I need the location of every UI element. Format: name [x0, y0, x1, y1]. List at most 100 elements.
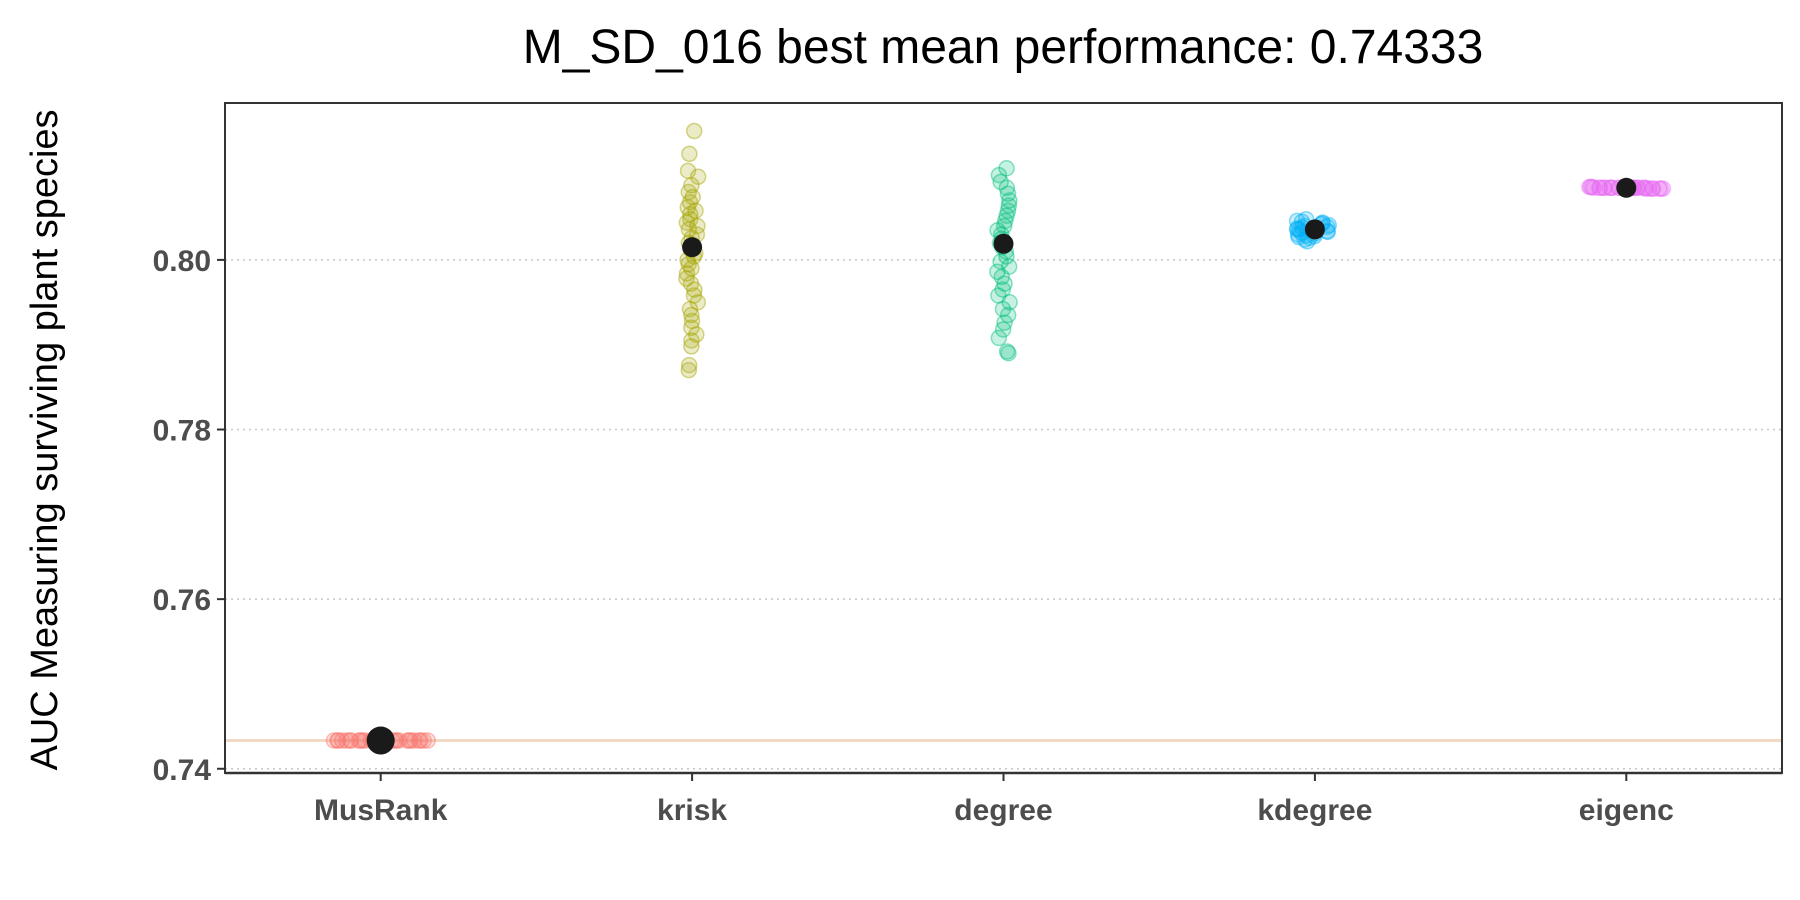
data-point-degree — [994, 281, 1012, 298]
y-tick-label: 0.76 — [153, 584, 211, 617]
data-point-eigenc — [1583, 178, 1601, 196]
data-point-degree — [994, 321, 1012, 338]
data-point-degree — [995, 217, 1013, 235]
data-point-degree — [990, 166, 1008, 184]
data-point-degree — [996, 275, 1013, 292]
data-point-musrank — [419, 732, 436, 749]
data-point-krisk — [685, 122, 703, 140]
data-point-krisk — [686, 281, 703, 298]
data-point-krisk — [683, 306, 700, 324]
data-point-eigenc — [1595, 179, 1613, 197]
data-point-krisk — [680, 255, 697, 273]
chart-title: M_SD_016 best mean performance: 0.74333 — [523, 21, 1484, 74]
data-point-degree — [992, 253, 1009, 270]
data-point-eigenc — [1591, 179, 1609, 197]
data-point-krisk — [683, 312, 701, 330]
data-point-krisk — [678, 265, 696, 282]
data-point-krisk — [682, 275, 700, 292]
data-point-krisk — [683, 177, 700, 194]
data-point-kdegree — [1288, 212, 1306, 230]
data-point-eigenc — [1652, 180, 1669, 197]
y-tick-label: 0.78 — [153, 415, 211, 448]
data-point-krisk — [683, 260, 700, 277]
data-point-degree — [999, 185, 1017, 202]
data-point-degree — [999, 306, 1017, 324]
data-point-krisk — [681, 300, 699, 318]
data-point-musrank — [399, 732, 416, 749]
data-point-krisk — [680, 183, 698, 201]
data-point-degree — [999, 202, 1017, 219]
data-point-musrank — [350, 732, 368, 749]
data-point-degree — [1001, 192, 1018, 209]
data-point-krisk — [678, 270, 695, 287]
data-point-krisk — [681, 145, 698, 163]
data-point-krisk — [684, 188, 701, 206]
data-point-degree — [998, 160, 1015, 177]
data-point-musrank — [333, 732, 351, 749]
data-point-degree — [1000, 344, 1017, 362]
mean-marker-kdegree — [1304, 219, 1325, 240]
data-point-krisk — [687, 202, 704, 219]
mean-marker-musrank — [366, 726, 395, 755]
data-point-degree — [1001, 294, 1018, 311]
data-point-eigenc — [1654, 180, 1672, 197]
y-tick-label: 0.74 — [153, 754, 212, 787]
data-point-degree — [998, 343, 1016, 360]
data-point-krisk — [683, 319, 700, 336]
mean-marker-degree — [993, 233, 1014, 254]
data-point-eigenc — [1582, 178, 1599, 196]
data-point-musrank — [400, 732, 418, 749]
data-point-eigenc — [1585, 179, 1602, 197]
data-point-eigenc — [1644, 180, 1662, 197]
data-point-degree — [1000, 258, 1018, 275]
data-point-degree — [989, 263, 1006, 281]
data-point-krisk — [681, 193, 699, 211]
data-point-degree — [1000, 197, 1018, 214]
data-point-krisk — [682, 205, 699, 223]
data-point-eigenc — [1637, 179, 1654, 197]
data-point-eigenc — [1596, 179, 1613, 197]
data-point-musrank — [412, 732, 429, 749]
data-point-krisk — [680, 356, 698, 374]
data-point-degree — [998, 179, 1016, 197]
data-point-krisk — [683, 338, 700, 355]
data-point-krisk — [679, 162, 697, 180]
data-point-kdegree — [1290, 228, 1307, 246]
data-point-krisk — [689, 168, 707, 186]
data-point-degree — [990, 329, 1008, 347]
data-point-eigenc — [1643, 180, 1661, 197]
data-point-krisk — [685, 287, 703, 304]
data-point-krisk — [681, 210, 699, 228]
data-point-krisk — [689, 217, 706, 235]
x-tick-label: eigenc — [1579, 794, 1674, 827]
mean-marker-krisk — [682, 237, 703, 258]
data-point-degree — [998, 207, 1015, 225]
data-point-krisk — [678, 214, 696, 231]
data-point-eigenc — [1591, 179, 1608, 197]
data-point-musrank — [415, 732, 432, 749]
data-point-degree — [992, 173, 1009, 191]
data-point-eigenc — [1640, 180, 1658, 197]
plot-area: 0.74 0.76 0.78 0.80 MusRank krisk degree kdegre… — [153, 102, 1783, 827]
x-tick-label: kdegree — [1257, 794, 1372, 827]
y-axis-label: AUC Measuring surviving plant species — [24, 109, 66, 770]
data-point-kdegree — [1288, 221, 1306, 238]
data-point-degree — [996, 212, 1014, 230]
data-point-krisk — [680, 221, 698, 238]
data-point-krisk — [680, 361, 698, 379]
x-tick-label: krisk — [657, 794, 727, 827]
x-tick-label: degree — [954, 794, 1052, 827]
data-point-musrank — [325, 732, 343, 749]
data-point-krisk — [688, 326, 705, 343]
data-point-musrank — [329, 732, 346, 749]
mean-marker-eigenc — [1616, 177, 1637, 198]
data-point-degree — [996, 314, 1013, 331]
data-point-eigenc — [1581, 178, 1598, 196]
data-point-musrank — [329, 732, 347, 749]
data-point-musrank — [342, 732, 360, 749]
data-point-krisk — [683, 332, 700, 349]
y-tick-label: 0.80 — [153, 245, 211, 278]
data-point-kdegree — [1289, 226, 1307, 243]
data-point-musrank — [341, 732, 359, 749]
